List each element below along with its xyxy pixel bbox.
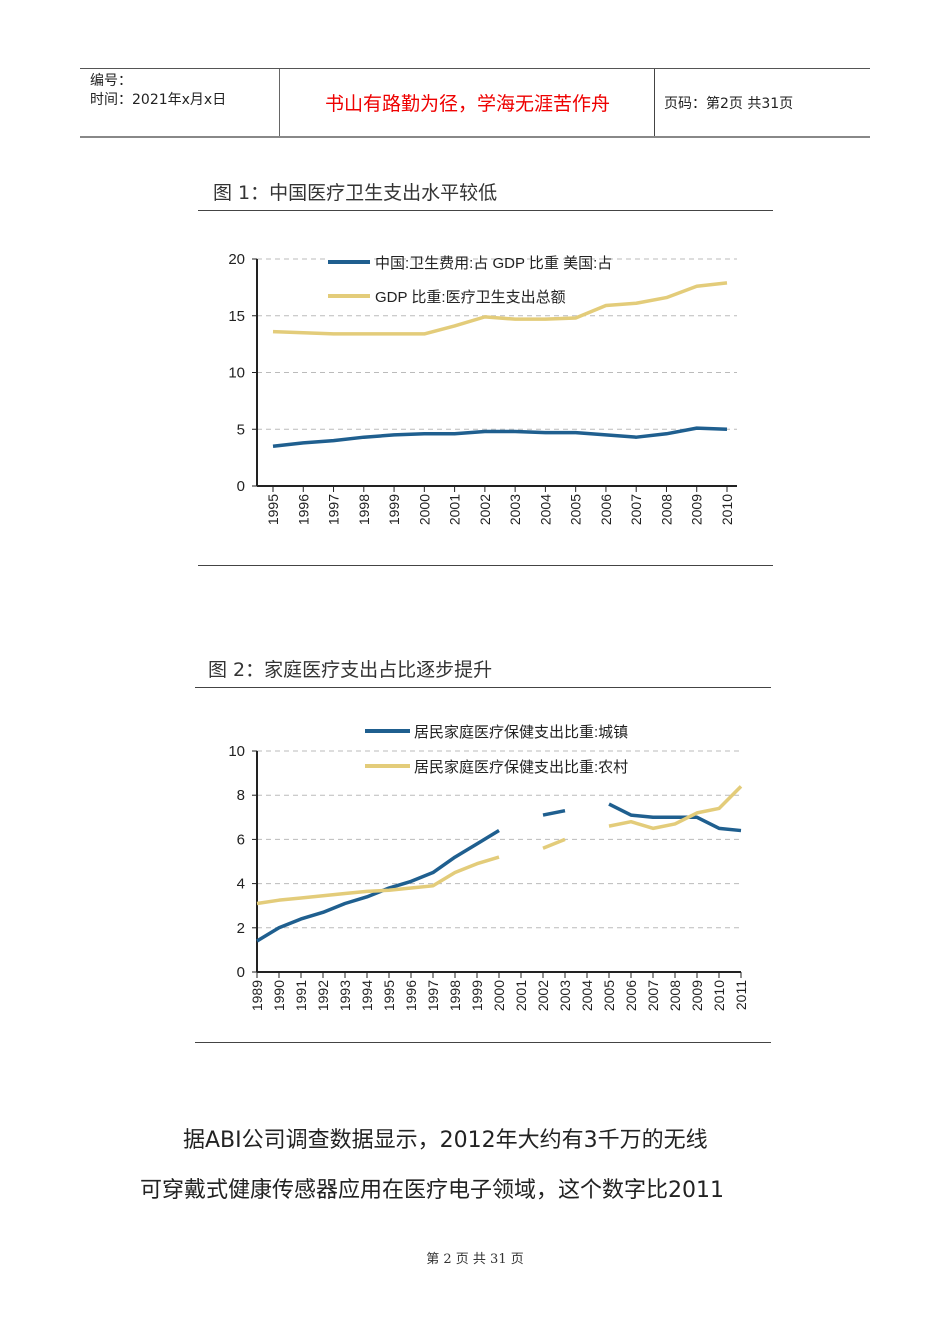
number-label: 编号： bbox=[90, 73, 132, 89]
x-tick-label: 1998 bbox=[447, 980, 463, 1011]
series-line-1 bbox=[542, 808, 566, 817]
x-tick-label: 2009 bbox=[689, 494, 705, 525]
x-tick-label: 1992 bbox=[315, 980, 331, 1011]
y-tick-label: 20 bbox=[228, 251, 245, 268]
x-tick-label: 2004 bbox=[537, 494, 553, 525]
x-tick-label: 2006 bbox=[623, 980, 639, 1011]
x-tick-label: 1996 bbox=[403, 980, 419, 1011]
y-tick-label: 4 bbox=[237, 876, 245, 893]
x-tick-label: 1994 bbox=[359, 980, 375, 1011]
x-tick-label: 2002 bbox=[535, 980, 551, 1011]
x-tick-label: 1989 bbox=[249, 980, 265, 1011]
x-tick-label: 2000 bbox=[491, 980, 507, 1011]
legend-label: 居民家庭医疗保健支出比重:城镇 bbox=[414, 724, 628, 741]
x-tick-label: 2004 bbox=[579, 980, 595, 1011]
divider bbox=[195, 687, 771, 688]
motto: 书山有路勤为径，学海无涯苦作舟 bbox=[281, 69, 655, 136]
x-tick-label: 1993 bbox=[337, 980, 353, 1011]
x-tick-label: 1996 bbox=[295, 494, 311, 525]
series-line-2 bbox=[608, 785, 743, 831]
x-tick-label: 1995 bbox=[381, 980, 397, 1011]
y-tick-label: 10 bbox=[228, 365, 245, 382]
page-header: 编号： 时间：2021年x月x日 书山有路勤为径，学海无涯苦作舟 页码：第2页 … bbox=[80, 68, 870, 138]
series-line-2 bbox=[256, 855, 500, 906]
y-tick-label: 8 bbox=[237, 787, 245, 804]
figure2-title: 图 2：家庭医疗支出占比逐步提升 bbox=[208, 659, 493, 681]
x-tick-label: 2002 bbox=[477, 494, 493, 525]
x-tick-label: 1990 bbox=[271, 980, 287, 1011]
x-tick-label: 2007 bbox=[645, 980, 661, 1011]
series-line-1 bbox=[608, 802, 742, 833]
divider bbox=[198, 210, 773, 211]
y-tick-label: 0 bbox=[237, 478, 245, 495]
x-tick-label: 2006 bbox=[598, 494, 614, 525]
header-meta: 编号： 时间：2021年x月x日 bbox=[80, 69, 280, 136]
x-tick-label: 2001 bbox=[513, 980, 529, 1011]
y-tick-label: 0 bbox=[237, 964, 245, 981]
x-tick-label: 1997 bbox=[326, 494, 342, 525]
figure1-chart: 0 5 10 15 20 1995 1996 1997 1998 1999 2000 2001 2002… bbox=[228, 251, 737, 525]
figure2-chart: 0 2 4 6 8 10 1989 1990 1991 1992 1993 1994 1995 1996 1… bbox=[228, 724, 749, 1011]
legend-label: 中国:卫生费用:占 GDP 比重 美国:占 bbox=[375, 255, 612, 272]
y-tick-label: 6 bbox=[237, 831, 245, 848]
x-tick-label: 2005 bbox=[568, 494, 584, 525]
x-tick-label: 2005 bbox=[601, 980, 617, 1011]
page-info: 页码：第2页 共31页 bbox=[664, 95, 794, 112]
series-line-1 bbox=[272, 426, 728, 449]
legend-label: 居民家庭医疗保健支出比重:农村 bbox=[414, 759, 628, 776]
x-tick-label: 2008 bbox=[667, 980, 683, 1011]
date-label: 时间：2021年x月x日 bbox=[90, 92, 227, 108]
body-line-1: 据ABI公司调查数据显示，2012年大约有3千万的无线 bbox=[183, 1128, 708, 1153]
y-tick-label: 15 bbox=[228, 308, 245, 325]
x-tick-label: 1999 bbox=[469, 980, 485, 1011]
x-tick-label: 2010 bbox=[719, 494, 735, 525]
page-footer: 第 2 页 共 31 页 bbox=[426, 1252, 524, 1267]
divider bbox=[198, 565, 773, 566]
legend-label: GDP 比重:医疗卫生支出总额 bbox=[375, 289, 566, 306]
x-tick-label: 1997 bbox=[425, 980, 441, 1011]
body-line-2: 可穿戴式健康传感器应用在医疗电子领域，这个数字比2011 bbox=[140, 1178, 724, 1203]
series-line-2 bbox=[542, 837, 566, 850]
x-tick-label: 2003 bbox=[507, 494, 523, 525]
x-tick-label: 2000 bbox=[416, 494, 432, 525]
x-tick-label: 2003 bbox=[557, 980, 573, 1011]
x-tick-label: 1995 bbox=[265, 494, 281, 525]
x-tick-label: 2001 bbox=[447, 494, 463, 525]
x-tick-label: 1998 bbox=[356, 494, 372, 525]
x-tick-label: 2008 bbox=[658, 494, 674, 525]
x-tick-label: 2009 bbox=[689, 980, 705, 1011]
x-tick-label: 1999 bbox=[386, 494, 402, 525]
x-tick-label: 2010 bbox=[711, 980, 727, 1011]
x-tick-label: 2011 bbox=[733, 980, 749, 1010]
y-tick-label: 5 bbox=[237, 421, 245, 438]
series-line-2 bbox=[272, 281, 728, 336]
y-tick-label: 10 bbox=[228, 743, 245, 760]
x-tick-label: 1991 bbox=[293, 980, 309, 1011]
series-line-1 bbox=[256, 829, 500, 943]
figure1-title: 图 1：中国医疗卫生支出水平较低 bbox=[213, 182, 498, 204]
y-tick-label: 2 bbox=[237, 920, 245, 937]
divider bbox=[195, 1042, 771, 1043]
x-tick-label: 2007 bbox=[628, 494, 644, 525]
